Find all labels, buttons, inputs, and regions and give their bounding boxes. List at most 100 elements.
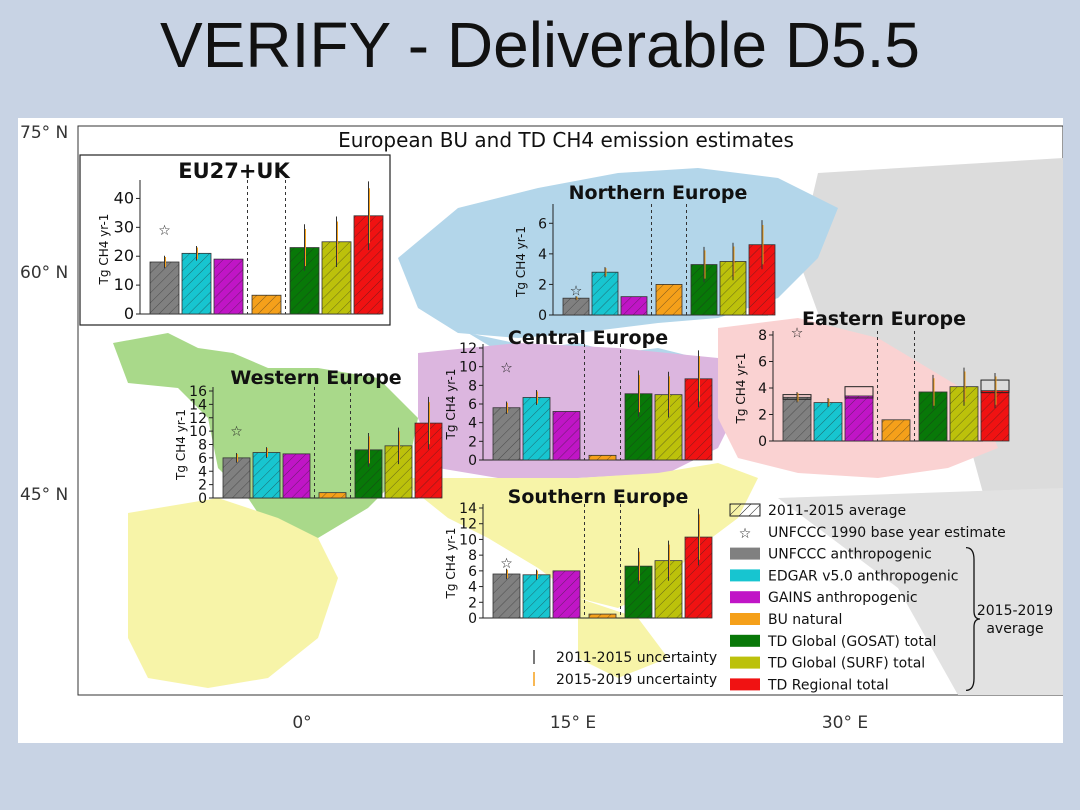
- lon-label: 15° E: [550, 713, 596, 733]
- panel-northern-europe: Northern Europe 0 2 4 6 Tg CH4 yr-1 ☆: [514, 182, 776, 324]
- lat-label: 45° N: [20, 485, 68, 505]
- bar-hatch: [223, 457, 250, 498]
- y-tick-label: 16: [189, 384, 207, 400]
- bar-hatch: [783, 397, 811, 441]
- region-southern: [128, 498, 338, 688]
- y-tick-label: 8: [758, 328, 767, 344]
- y-tick-label: 8: [468, 378, 477, 394]
- bar-hatch: [182, 253, 211, 314]
- legend-label: EDGAR v5.0 anthropogenic: [768, 568, 958, 584]
- bar-hatch: [845, 395, 873, 441]
- bar-hatch: [253, 452, 280, 498]
- panel-title: EU27+UK: [178, 159, 290, 183]
- y-tick-label: 4: [198, 464, 207, 480]
- bar-hatch: [656, 284, 682, 315]
- y-tick-label: 12: [189, 411, 207, 427]
- hatched-2011-2015-outline: [844, 386, 874, 399]
- legend-label: BU natural: [768, 612, 842, 628]
- legend-bracket-label: 2015-2019: [977, 603, 1053, 619]
- grey-land-south: [778, 488, 1063, 695]
- legend-swatch: [730, 656, 760, 669]
- lat-label: 60° N: [20, 263, 68, 283]
- panel-title: Northern Europe: [569, 182, 748, 204]
- y-tick-label: 14: [189, 397, 207, 413]
- bar-hatch: [814, 402, 842, 441]
- y-tick-label: 2: [468, 595, 477, 611]
- bar-hatch: [319, 492, 346, 498]
- bar-hatch: [553, 570, 580, 618]
- y-tick-label: 6: [468, 564, 477, 580]
- base-year-star: ☆: [500, 556, 513, 572]
- lon-label: 0°: [292, 713, 311, 733]
- grey-land: [798, 158, 1063, 548]
- y-tick-label: 2: [758, 408, 767, 424]
- legend-swatch: [730, 613, 760, 625]
- y-tick-label: 10: [459, 360, 477, 376]
- legend-label: 2011-2015 uncertainty: [556, 650, 717, 666]
- legend-swatch: [730, 547, 760, 560]
- y-axis-label: Tg CH4 yr-1: [444, 369, 458, 441]
- bar-hatch: [563, 298, 589, 315]
- legend-label: TD Global (GOSAT) total: [767, 634, 936, 650]
- legend-label: 2015-2019 uncertainty: [556, 672, 717, 688]
- bar-hatch: [592, 272, 618, 315]
- y-axis-label: Tg CH4 yr-1: [734, 353, 748, 425]
- figure-title: European BU and TD CH4 emission estimate…: [338, 128, 794, 152]
- y-tick-label: 6: [198, 451, 207, 467]
- y-tick-label: 6: [468, 397, 477, 413]
- y-tick-label: 0: [198, 491, 207, 507]
- legend: 2011-2015 average ☆ UNFCCC 1990 base year …: [533, 503, 1053, 693]
- bar-hatch: [493, 574, 520, 618]
- y-tick-label: 2: [468, 434, 477, 450]
- y-axis-label: Tg CH4 yr-1: [514, 226, 528, 298]
- y-tick-label: 12: [459, 517, 477, 533]
- y-tick-label: 0: [758, 434, 767, 450]
- legend-label: UNFCCC 1990 base year estimate: [768, 525, 1006, 541]
- y-tick-label: 30: [114, 217, 134, 236]
- y-tick-label: 4: [468, 416, 477, 432]
- y-tick-label: 14: [459, 501, 477, 517]
- y-tick-label: 0: [124, 304, 134, 323]
- legend-label: 2011-2015 average: [768, 503, 906, 519]
- legend-swatch: [730, 569, 760, 582]
- y-tick-label: 10: [114, 275, 134, 294]
- y-tick-label: 4: [468, 580, 477, 596]
- y-tick-label: 10: [459, 532, 477, 548]
- emissions-map-figure: 75° N 60° N 45° N 0° 15° E 30° E Europea…: [18, 118, 1063, 743]
- legend-bracket-label: average: [986, 621, 1043, 637]
- y-tick-label: 4: [538, 247, 547, 263]
- bar-hatch: [252, 295, 281, 314]
- y-tick-label: 8: [198, 438, 207, 454]
- legend-label: UNFCCC anthropogenic: [768, 547, 932, 563]
- legend-swatch: [730, 678, 760, 691]
- lon-label: 30° E: [822, 713, 868, 733]
- y-tick-label: 6: [758, 355, 767, 371]
- bar-hatch: [214, 259, 243, 314]
- legend-label: TD Global (SURF) total: [767, 656, 925, 672]
- legend-label: GAINS anthropogenic: [768, 590, 918, 606]
- legend-hatch-swatch: [729, 503, 761, 517]
- y-tick-label: 0: [538, 308, 547, 324]
- lon-labels: 0° 15° E 30° E: [292, 713, 868, 733]
- y-tick-label: 10: [189, 424, 207, 440]
- base-year-star: ☆: [570, 284, 583, 300]
- legend-label: TD Regional total: [767, 677, 889, 693]
- y-tick-label: 0: [468, 453, 477, 469]
- panel-title: Eastern Europe: [802, 308, 966, 330]
- y-tick-label: 12: [459, 341, 477, 357]
- lat-label: 75° N: [20, 123, 68, 143]
- region-western: [113, 333, 418, 538]
- panel-title: Southern Europe: [508, 486, 689, 508]
- bar-hatch: [493, 407, 520, 460]
- bar-hatch: [523, 574, 550, 618]
- bar-hatch: [553, 411, 580, 460]
- y-axis-label: Tg CH4 yr-1: [174, 409, 188, 481]
- base-year-star: ☆: [791, 325, 804, 341]
- bar-hatch: [621, 296, 647, 315]
- y-axis-label: Tg CH4 yr-1: [97, 214, 111, 286]
- legend-swatch: [730, 591, 760, 604]
- base-year-star: ☆: [158, 223, 171, 239]
